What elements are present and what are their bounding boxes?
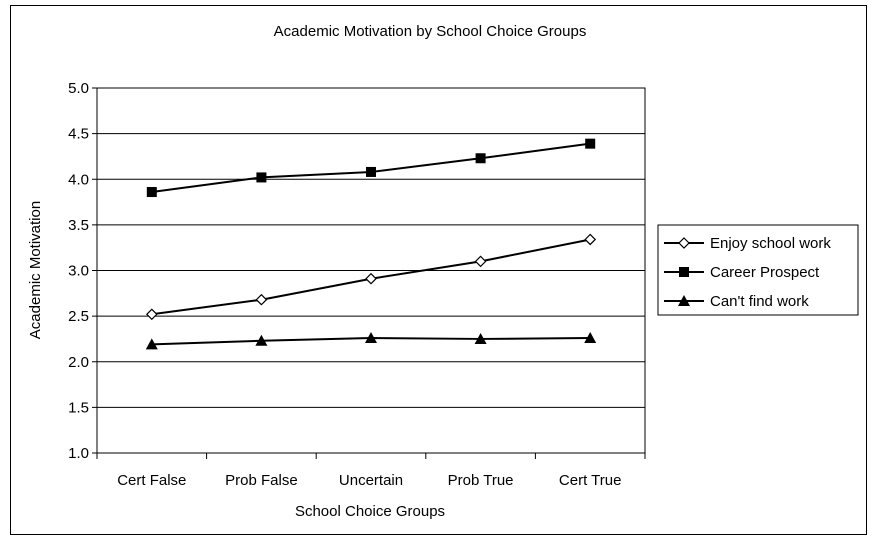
legend-item: Career Prospect [664, 264, 820, 281]
legend-marker [678, 237, 690, 249]
legend-marker [679, 267, 689, 277]
x-tick-label: Prob False [225, 472, 298, 489]
y-tick-label: 3.5 [68, 217, 89, 234]
data-point [255, 293, 268, 306]
x-tick-label: Cert False [117, 472, 186, 489]
x-axis-label: School Choice Groups [295, 503, 445, 520]
data-point [365, 332, 377, 344]
legend-item: Can't find work [664, 293, 809, 310]
y-tick-label: 5.0 [68, 80, 89, 97]
data-point [474, 255, 487, 268]
y-tick-label: 1.0 [68, 445, 89, 462]
series-2 [145, 332, 597, 350]
data-point [365, 272, 377, 285]
x-tick-label: Cert True [559, 472, 622, 489]
legend-marker [678, 295, 690, 306]
grid-lines [97, 133, 645, 408]
data-point [585, 138, 596, 149]
series-group [145, 138, 597, 350]
legend-item: Enjoy school work [664, 235, 831, 252]
x-tick-label: Prob True [448, 472, 514, 489]
data-point [474, 332, 487, 344]
series-0 [145, 233, 597, 321]
data-point [256, 172, 267, 183]
y-tick-label: 3.0 [68, 263, 89, 280]
x-tick-label: Uncertain [339, 472, 403, 489]
data-point [475, 153, 486, 164]
x-axis-ticks: Cert False Prob False Uncertain Prob True Ce… [96, 453, 646, 489]
legend-label: Can't find work [710, 293, 809, 310]
y-tick-label: 4.5 [68, 126, 89, 143]
data-point [584, 233, 597, 246]
data-point [584, 332, 597, 344]
data-point [145, 308, 158, 321]
y-tick-label: 4.0 [68, 171, 89, 188]
chart-title: Academic Motivation by School Choice Gro… [274, 23, 587, 40]
y-tick-label: 2.5 [68, 308, 89, 325]
legend-label: Enjoy school work [710, 235, 831, 252]
legend: Enjoy school work Career Prospect Can't fi… [657, 224, 859, 316]
data-point [366, 166, 376, 177]
data-point [255, 334, 268, 346]
y-axis-ticks: 1.0 1.5 2.0 2.5 3.0 3.5 4.0 4.5 5.0 [68, 80, 97, 462]
y-axis-label: Academic Motivation [27, 201, 44, 339]
y-tick-label: 2.0 [68, 354, 89, 371]
legend-label: Career Prospect [710, 264, 820, 281]
data-point [146, 187, 157, 198]
y-tick-label: 1.5 [68, 399, 89, 416]
data-point [145, 338, 158, 350]
series-1 [146, 138, 596, 198]
